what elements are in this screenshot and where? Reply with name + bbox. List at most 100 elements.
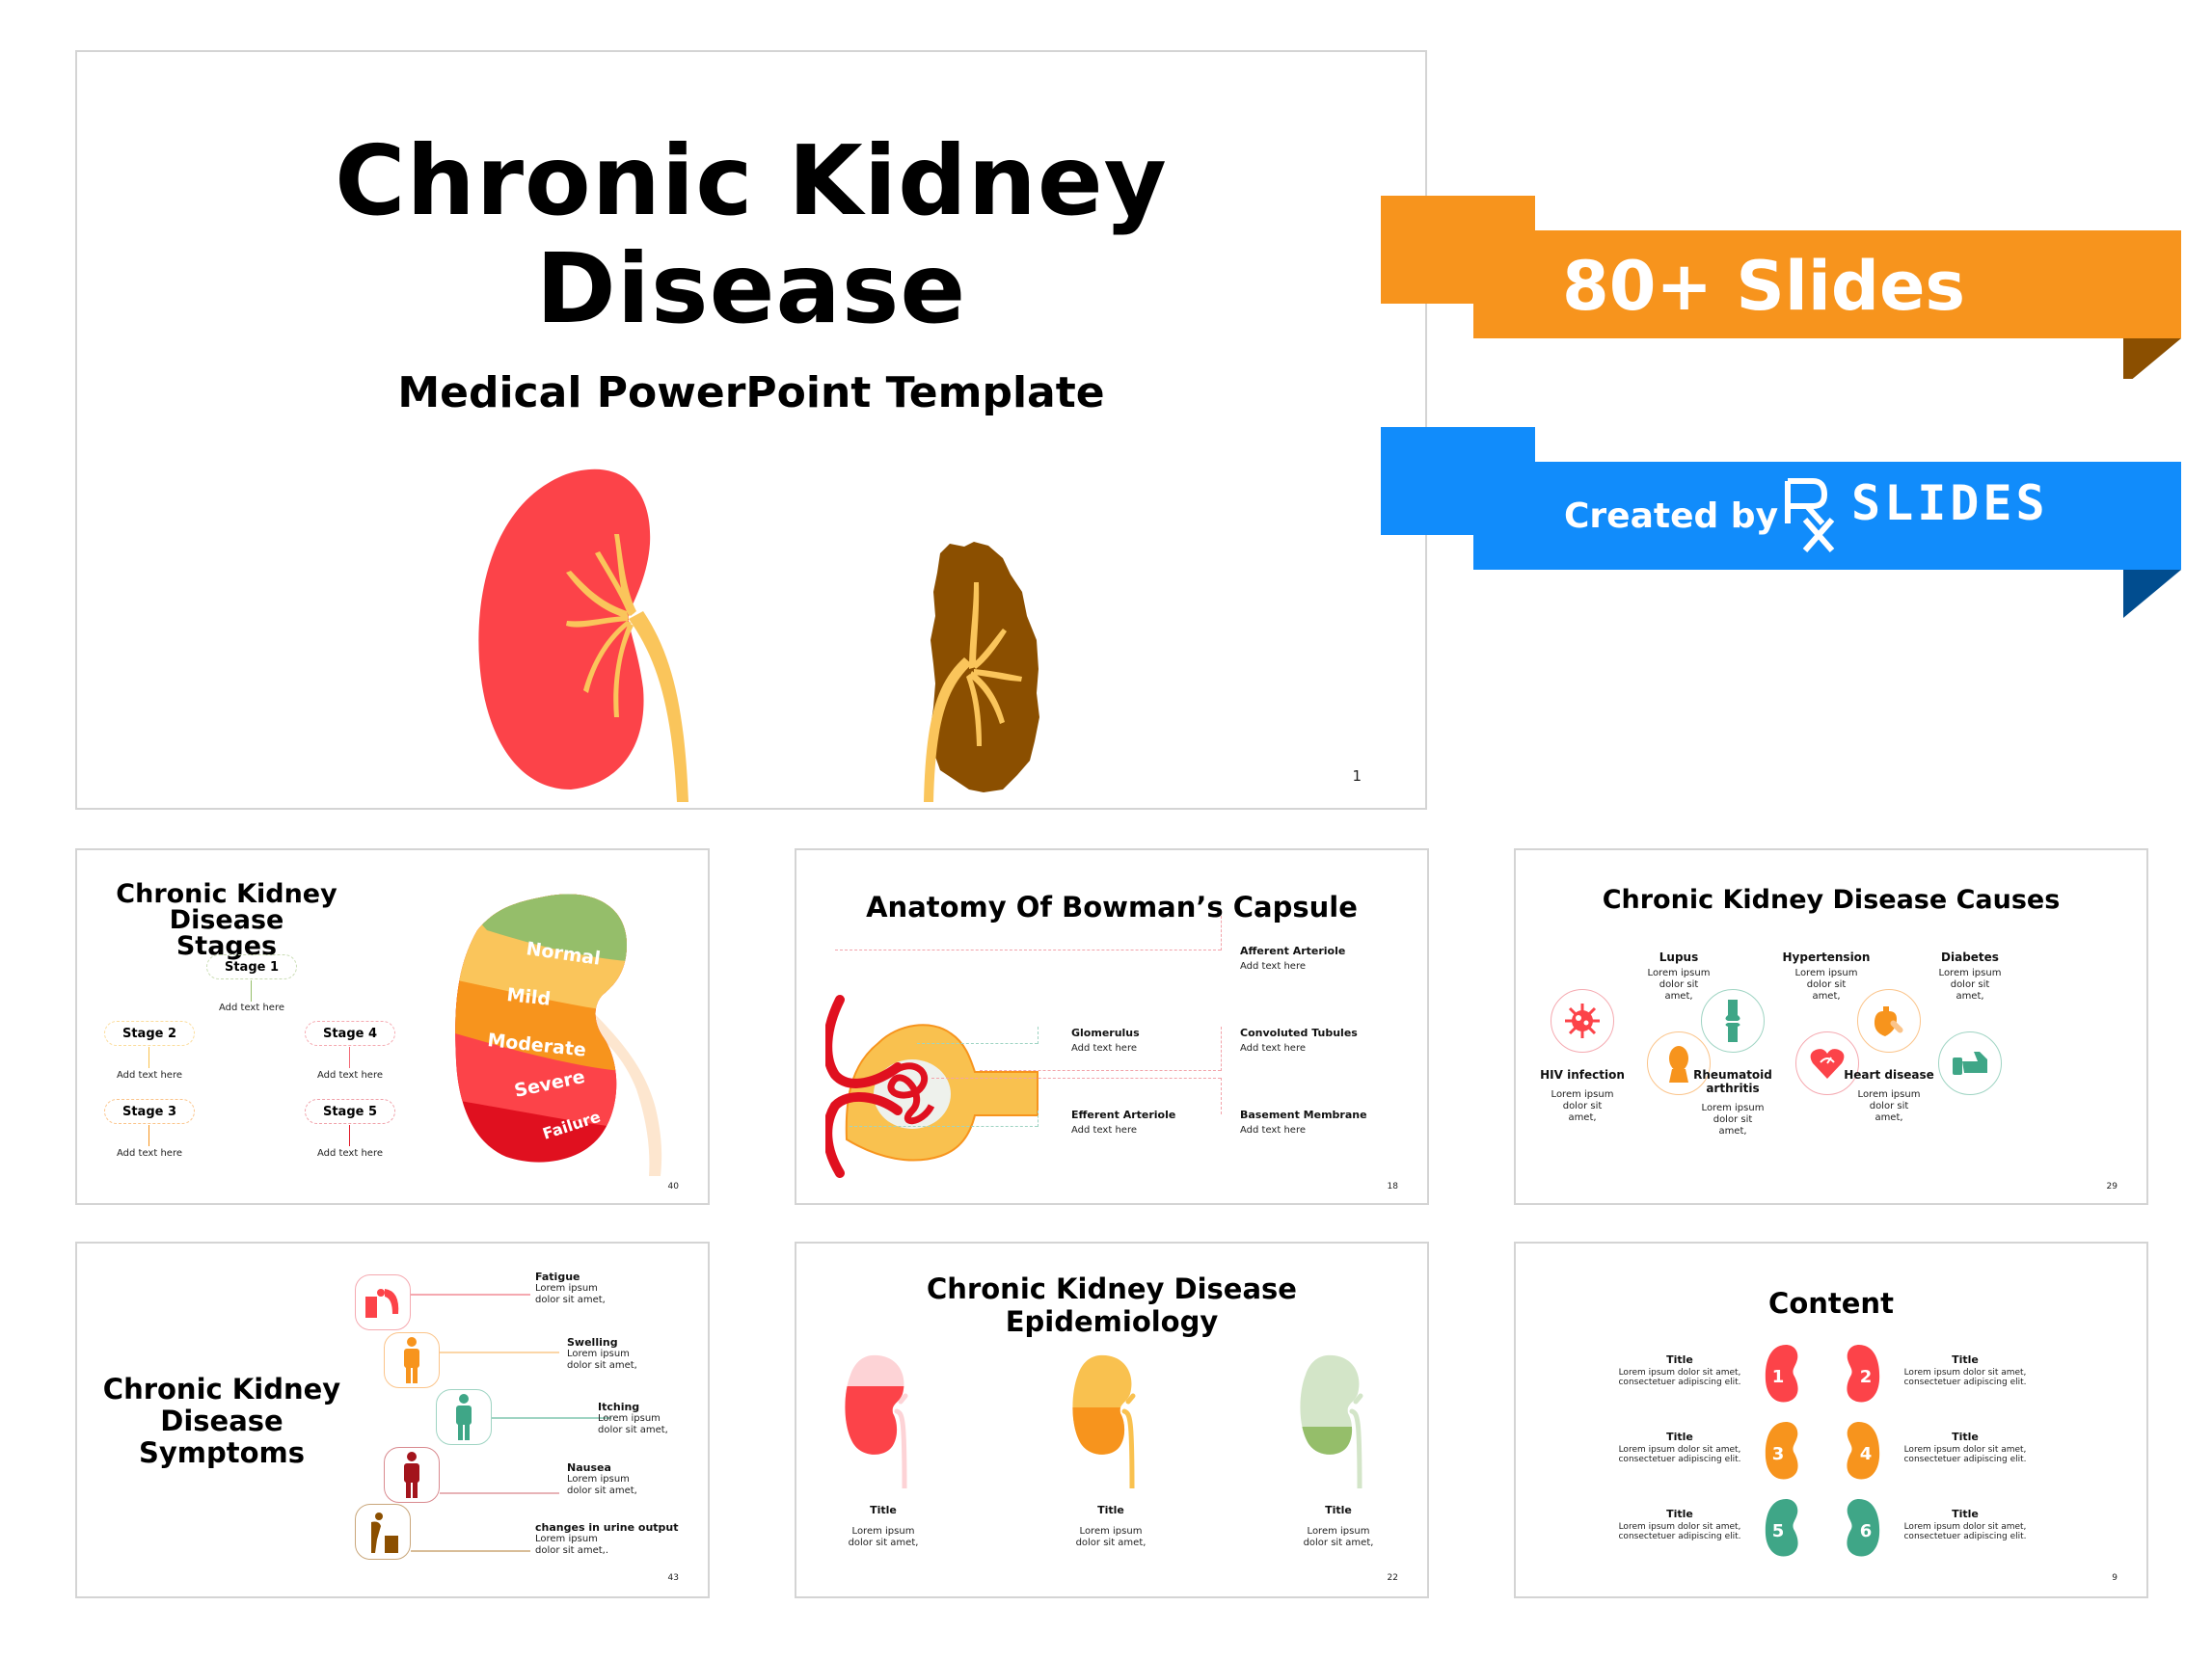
label-text: Add text here xyxy=(1071,1043,1137,1054)
item-title: Title xyxy=(1666,1508,1693,1520)
kidney-fill-icon-1 xyxy=(845,1354,908,1488)
item-text-2: consectetuer adipiscing elit. xyxy=(1618,1455,1741,1464)
page-number: 29 xyxy=(2106,1182,2118,1191)
symptom-text-1: Lorem ipsum xyxy=(598,1413,661,1424)
rxslides-logo: SLIDES xyxy=(1784,475,2131,558)
stages-title: Chronic Kidney Disease Stages xyxy=(116,881,337,959)
symptom-text-1: Lorem ipsum xyxy=(567,1474,630,1485)
symptom-title: Fatigue xyxy=(535,1271,580,1283)
bowman-capsule-diagram xyxy=(825,995,1039,1178)
symptom-text-2: dolor sit amet, xyxy=(567,1486,637,1496)
page-number: 43 xyxy=(667,1573,679,1583)
stage-3-connector xyxy=(148,1125,149,1146)
heart-bandage-icon xyxy=(1874,1006,1903,1036)
knee-joint-icon xyxy=(1725,1000,1740,1042)
stage-2-pill: Stage 2 xyxy=(104,1021,195,1046)
item-title: Title xyxy=(1666,1353,1693,1366)
label-title: Efferent Arteriole xyxy=(1071,1109,1176,1121)
epi-text-1: Lorem ipsum xyxy=(851,1526,915,1537)
label-title: Glomerulus xyxy=(1071,1027,1140,1039)
kidney-number-4-icon: 4 xyxy=(1847,1421,1880,1480)
band-mild-label: Mild xyxy=(505,984,552,1010)
label-convoluted-tubules: Convoluted Tubules Add text here xyxy=(1240,1027,1358,1055)
symptom-nausea: Nausea Lorem ipsum dolor sit amet, xyxy=(567,1461,637,1497)
item-text-2: consectetuer adipiscing elit. xyxy=(1903,1532,2027,1541)
stages-title-line1: Chronic Kidney xyxy=(116,879,337,909)
symptom-text-1: Lorem ipsum xyxy=(535,1283,598,1294)
cause-title: Hypertension xyxy=(1782,950,1871,964)
bowman-title: Anatomy Of Bowman’s Capsule xyxy=(866,891,1358,924)
tired-person-icon xyxy=(365,1289,399,1318)
created-by-label: Created by xyxy=(1564,496,1779,536)
slide-thumbnail-epidemiology[interactable]: Chronic Kidney Disease Epidemiology Titl… xyxy=(795,1242,1429,1598)
symptom-swelling: Swelling Lorem ipsum dolor sit amet, xyxy=(567,1336,637,1372)
main-title-slide[interactable]: Chronic Kidney Disease Medical PowerPoin… xyxy=(75,50,1427,810)
stage-5-pill: Stage 5 xyxy=(305,1099,395,1124)
slide-count-ribbon: 80+ Slides xyxy=(1381,196,2191,379)
hypertension-ring xyxy=(1795,1031,1859,1095)
slide-thumbnail-bowman[interactable]: Anatomy Of Bowman’s Capsule Afferent Art… xyxy=(795,848,1429,1205)
symptom-text-1: Lorem ipsum xyxy=(535,1534,598,1544)
slide-thumbnail-symptoms[interactable]: Chronic Kidney Disease Symptoms Fatigue … xyxy=(75,1242,710,1598)
tubules-connector xyxy=(980,1070,1221,1071)
item-text-2: consectetuer adipiscing elit. xyxy=(1618,1378,1741,1387)
stage-1-pill: Stage 1 xyxy=(206,954,297,979)
fatigue-line xyxy=(411,1294,530,1296)
epi-text-1: Lorem ipsum xyxy=(1079,1526,1143,1537)
epi-text-2: dolor sit amet, xyxy=(1075,1538,1146,1548)
efferent-connector xyxy=(850,1126,1038,1127)
item-title: Title xyxy=(1666,1431,1693,1443)
svg-text:3: 3 xyxy=(1772,1444,1785,1464)
main-title: Chronic Kidney Disease xyxy=(77,127,1425,343)
stage-3-pill: Stage 3 xyxy=(104,1099,195,1124)
kidney-number-3-icon: 3 xyxy=(1765,1421,1798,1480)
cause-diabetes: Diabetes Lorem ipsum dolor sit amet, xyxy=(1917,950,2023,1003)
slide-thumbnail-stages[interactable]: Chronic Kidney Disease Stages Stage 1 Ad… xyxy=(75,848,710,1205)
itching-line xyxy=(492,1417,611,1419)
person-icon xyxy=(404,1337,419,1383)
label-glomerulus: Glomerulus Add text here xyxy=(1071,1027,1140,1055)
content-item-2-text: Title Lorem ipsum dolor sit amet, consec… xyxy=(1898,1353,2033,1387)
label-text: Add text here xyxy=(1071,1125,1137,1136)
stage-1-text: Add text here xyxy=(219,1003,284,1013)
symptoms-title-line1: Chronic Kidney xyxy=(102,1373,341,1406)
epi-text-2: dolor sit amet, xyxy=(1303,1538,1374,1548)
page-number: 9 xyxy=(2112,1573,2118,1583)
symptom-title: Swelling xyxy=(567,1336,618,1349)
label-title: Basement Membrane xyxy=(1240,1109,1367,1121)
symptom-text-2: dolor sit amet, xyxy=(567,1360,637,1371)
glucose-meter-icon xyxy=(1953,1052,1987,1075)
page-number: 22 xyxy=(1387,1573,1398,1583)
item-text-2: consectetuer adipiscing elit. xyxy=(1903,1455,2027,1464)
cause-arthritis: Rheumatoid arthritis Lorem ipsum dolor s… xyxy=(1680,1068,1786,1138)
orange-ribbon-shape xyxy=(1381,196,2181,379)
cause-title: Heart disease xyxy=(1844,1068,1934,1082)
item-text-1: Lorem ipsum dolor sit amet, xyxy=(1903,1445,2027,1455)
label-title: Convoluted Tubules xyxy=(1240,1027,1358,1039)
urine-line xyxy=(411,1550,530,1552)
membrane-connector-v xyxy=(1221,1078,1222,1114)
blue-ribbon-shape xyxy=(1381,427,2181,618)
cause-text: Lorem ipsum dolor sit amet, xyxy=(1701,1103,1765,1137)
urine-icon-box xyxy=(355,1504,411,1560)
created-by-ribbon: Created by SLIDES xyxy=(1381,427,2191,620)
membrane-connector xyxy=(931,1078,1221,1079)
kidney-fill-icon-2 xyxy=(1072,1354,1136,1488)
stage-3-text: Add text here xyxy=(117,1148,182,1159)
cause-text: Lorem ipsum dolor sit amet, xyxy=(1551,1089,1614,1123)
heart-gauge-icon xyxy=(1810,1049,1845,1079)
nausea-icon-box xyxy=(384,1447,440,1503)
slide-thumbnail-content[interactable]: Content Title Lorem ipsum dolor sit amet… xyxy=(1514,1242,2148,1598)
stage-2-connector xyxy=(148,1047,149,1068)
stage-4-text: Add text here xyxy=(317,1070,383,1081)
stages-title-line2: Disease Stages xyxy=(169,905,284,961)
symptom-urine-output: changes in urine output Lorem ipsum dolo… xyxy=(535,1521,679,1557)
scratching-person-icon xyxy=(456,1394,472,1440)
item-title: Title xyxy=(1952,1431,1979,1443)
epidemiology-title: Chronic Kidney Disease Epidemiology xyxy=(796,1272,1427,1338)
fatigue-icon-box xyxy=(355,1274,411,1330)
symptoms-title-line2: Disease xyxy=(160,1405,283,1437)
content-item-3-text: Title Lorem ipsum dolor sit amet, consec… xyxy=(1612,1431,1747,1464)
swelling-line xyxy=(440,1352,559,1353)
slide-thumbnail-causes[interactable]: Chronic Kidney Disease Causes HIV infect… xyxy=(1514,848,2148,1205)
